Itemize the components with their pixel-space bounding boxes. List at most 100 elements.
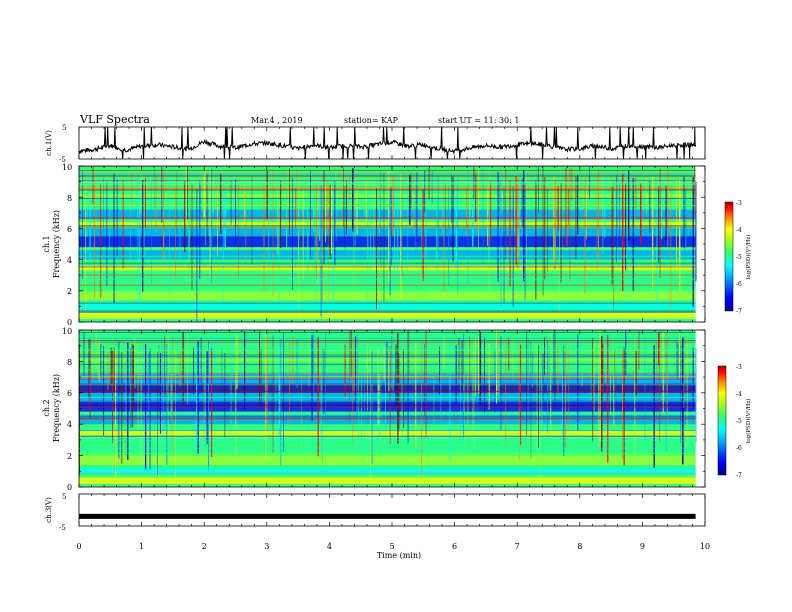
spectrogram-streak	[107, 352, 109, 391]
spectrogram-streak	[370, 189, 372, 288]
ch3-waveform-panel: 5 -5 ch.3(V)	[45, 493, 706, 532]
spectrogram-streak	[653, 345, 655, 468]
spectrogram-line	[79, 436, 696, 438]
spectrogram-streak	[332, 174, 334, 302]
spectrogram-streak	[415, 183, 417, 260]
spectrogram-streak	[356, 189, 358, 235]
spectrogram-streak	[695, 348, 697, 443]
spectrogram-streak	[562, 352, 563, 439]
spectrogram-line	[79, 183, 696, 184]
spectrogram-line	[79, 341, 696, 343]
spectrogram-streak	[557, 185, 559, 231]
spectrogram-streak	[598, 342, 599, 450]
xtick-6: 6	[452, 542, 457, 551]
spectrogram-streak	[139, 345, 141, 379]
spectrogram-line	[79, 383, 696, 385]
spectrogram-streak	[238, 184, 239, 278]
spectrogram-streak	[512, 186, 514, 307]
spectrogram-streak	[652, 176, 654, 289]
spectrogram-streak	[160, 353, 161, 434]
spectrogram-streak	[391, 336, 393, 389]
spectrogram-streak	[383, 172, 385, 303]
spectrogram-band	[79, 222, 696, 226]
spectrogram-streak	[310, 171, 311, 259]
spectrogram-streak	[263, 185, 265, 292]
spectrogram-line	[79, 205, 696, 206]
spectrogram-streak	[458, 337, 460, 379]
spectrogram-line	[79, 331, 696, 333]
spectrogram-streak	[635, 177, 637, 209]
spectrogram-streak	[679, 333, 680, 378]
ch1-cb-tick-m6: -6	[736, 281, 742, 288]
spectrogram-band	[79, 455, 696, 466]
spectrogram-streak	[407, 330, 409, 443]
spectrogram-streak	[98, 339, 100, 382]
spectrogram-line	[79, 318, 696, 319]
spectrogram-streak	[311, 335, 313, 421]
spectrogram-streak	[139, 180, 141, 307]
spectrogram-streak	[416, 172, 418, 242]
spectrogram-streak	[503, 186, 505, 304]
spectrogram-line	[79, 337, 696, 339]
spectrogram-streak	[200, 183, 202, 216]
spectrogram-streak	[320, 342, 322, 459]
spectrogram-line	[79, 397, 696, 399]
spectrogram-streak	[530, 341, 532, 459]
spectrogram-line	[79, 229, 696, 230]
spectrogram-streak	[92, 166, 94, 205]
spectrogram-streak	[553, 333, 554, 392]
spectrogram-streak	[500, 177, 502, 306]
spectrogram-streak	[278, 340, 280, 448]
spectrogram-streak	[392, 352, 394, 392]
spectrogram-line	[79, 310, 696, 312]
ch2-ytick-0: 0	[67, 483, 72, 492]
spectrogram-band	[79, 236, 696, 248]
spectrogram-streak	[581, 345, 583, 386]
ch3-ytick-bottom: -5	[59, 524, 66, 532]
spectrogram-streak	[149, 348, 151, 470]
spectrogram-streak	[206, 174, 208, 242]
spectrogram-streak	[323, 349, 325, 414]
spectrogram-streak	[553, 176, 555, 271]
spectrogram-streak	[335, 166, 337, 242]
start-ut-label: start UT = 11: 30: 1	[438, 116, 519, 125]
ch1-ytick-bottom: -5	[59, 156, 66, 164]
spectrogram-streak	[130, 348, 132, 429]
spectrogram-streak	[344, 344, 346, 397]
spectrogram-streak	[367, 173, 369, 302]
spectrogram-streak	[391, 187, 392, 266]
spectrogram-streak	[106, 182, 108, 286]
spectrogram-streak	[644, 337, 646, 442]
spectrogram-streak	[364, 186, 365, 238]
spectrogram-streak	[562, 188, 563, 281]
spectrogram-streak	[85, 185, 87, 314]
spectrogram-streak	[554, 179, 556, 270]
spectrogram-streak	[601, 335, 603, 452]
spectrogram-line	[79, 291, 696, 293]
spectrogram-streak	[379, 347, 381, 447]
spectrogram-line	[79, 375, 696, 376]
spectrogram-streak	[683, 176, 685, 249]
spectrogram-line	[79, 184, 696, 185]
spectrogram-streak	[221, 347, 223, 390]
spectrogram-streak	[568, 343, 570, 431]
spectrogram-streak	[113, 173, 115, 303]
spectrogram-streak	[319, 177, 321, 241]
spectrogram-streak	[676, 341, 678, 380]
x-axis: 0 1 2 3 4 5 6 7 8 9 10 Time (min)	[76, 542, 710, 560]
xtick-4: 4	[327, 542, 332, 551]
spectrogram-streak	[577, 174, 579, 235]
spectrogram-streak	[121, 352, 123, 464]
spectrogram-band	[79, 414, 696, 425]
spectrogram-streak	[175, 188, 176, 277]
spectrogram-streak	[385, 334, 386, 429]
spectrogram-streak	[289, 342, 290, 425]
spectrogram-streak	[656, 186, 658, 307]
ch1-ytick-4: 4	[67, 256, 72, 265]
spectrogram-line	[79, 278, 696, 280]
spectrogram-streak	[187, 167, 189, 220]
spectrogram-streak	[148, 352, 150, 411]
spectrogram-streak	[131, 344, 134, 428]
ch1-ytick-6: 6	[67, 225, 72, 234]
spectrogram-streak	[209, 169, 211, 276]
